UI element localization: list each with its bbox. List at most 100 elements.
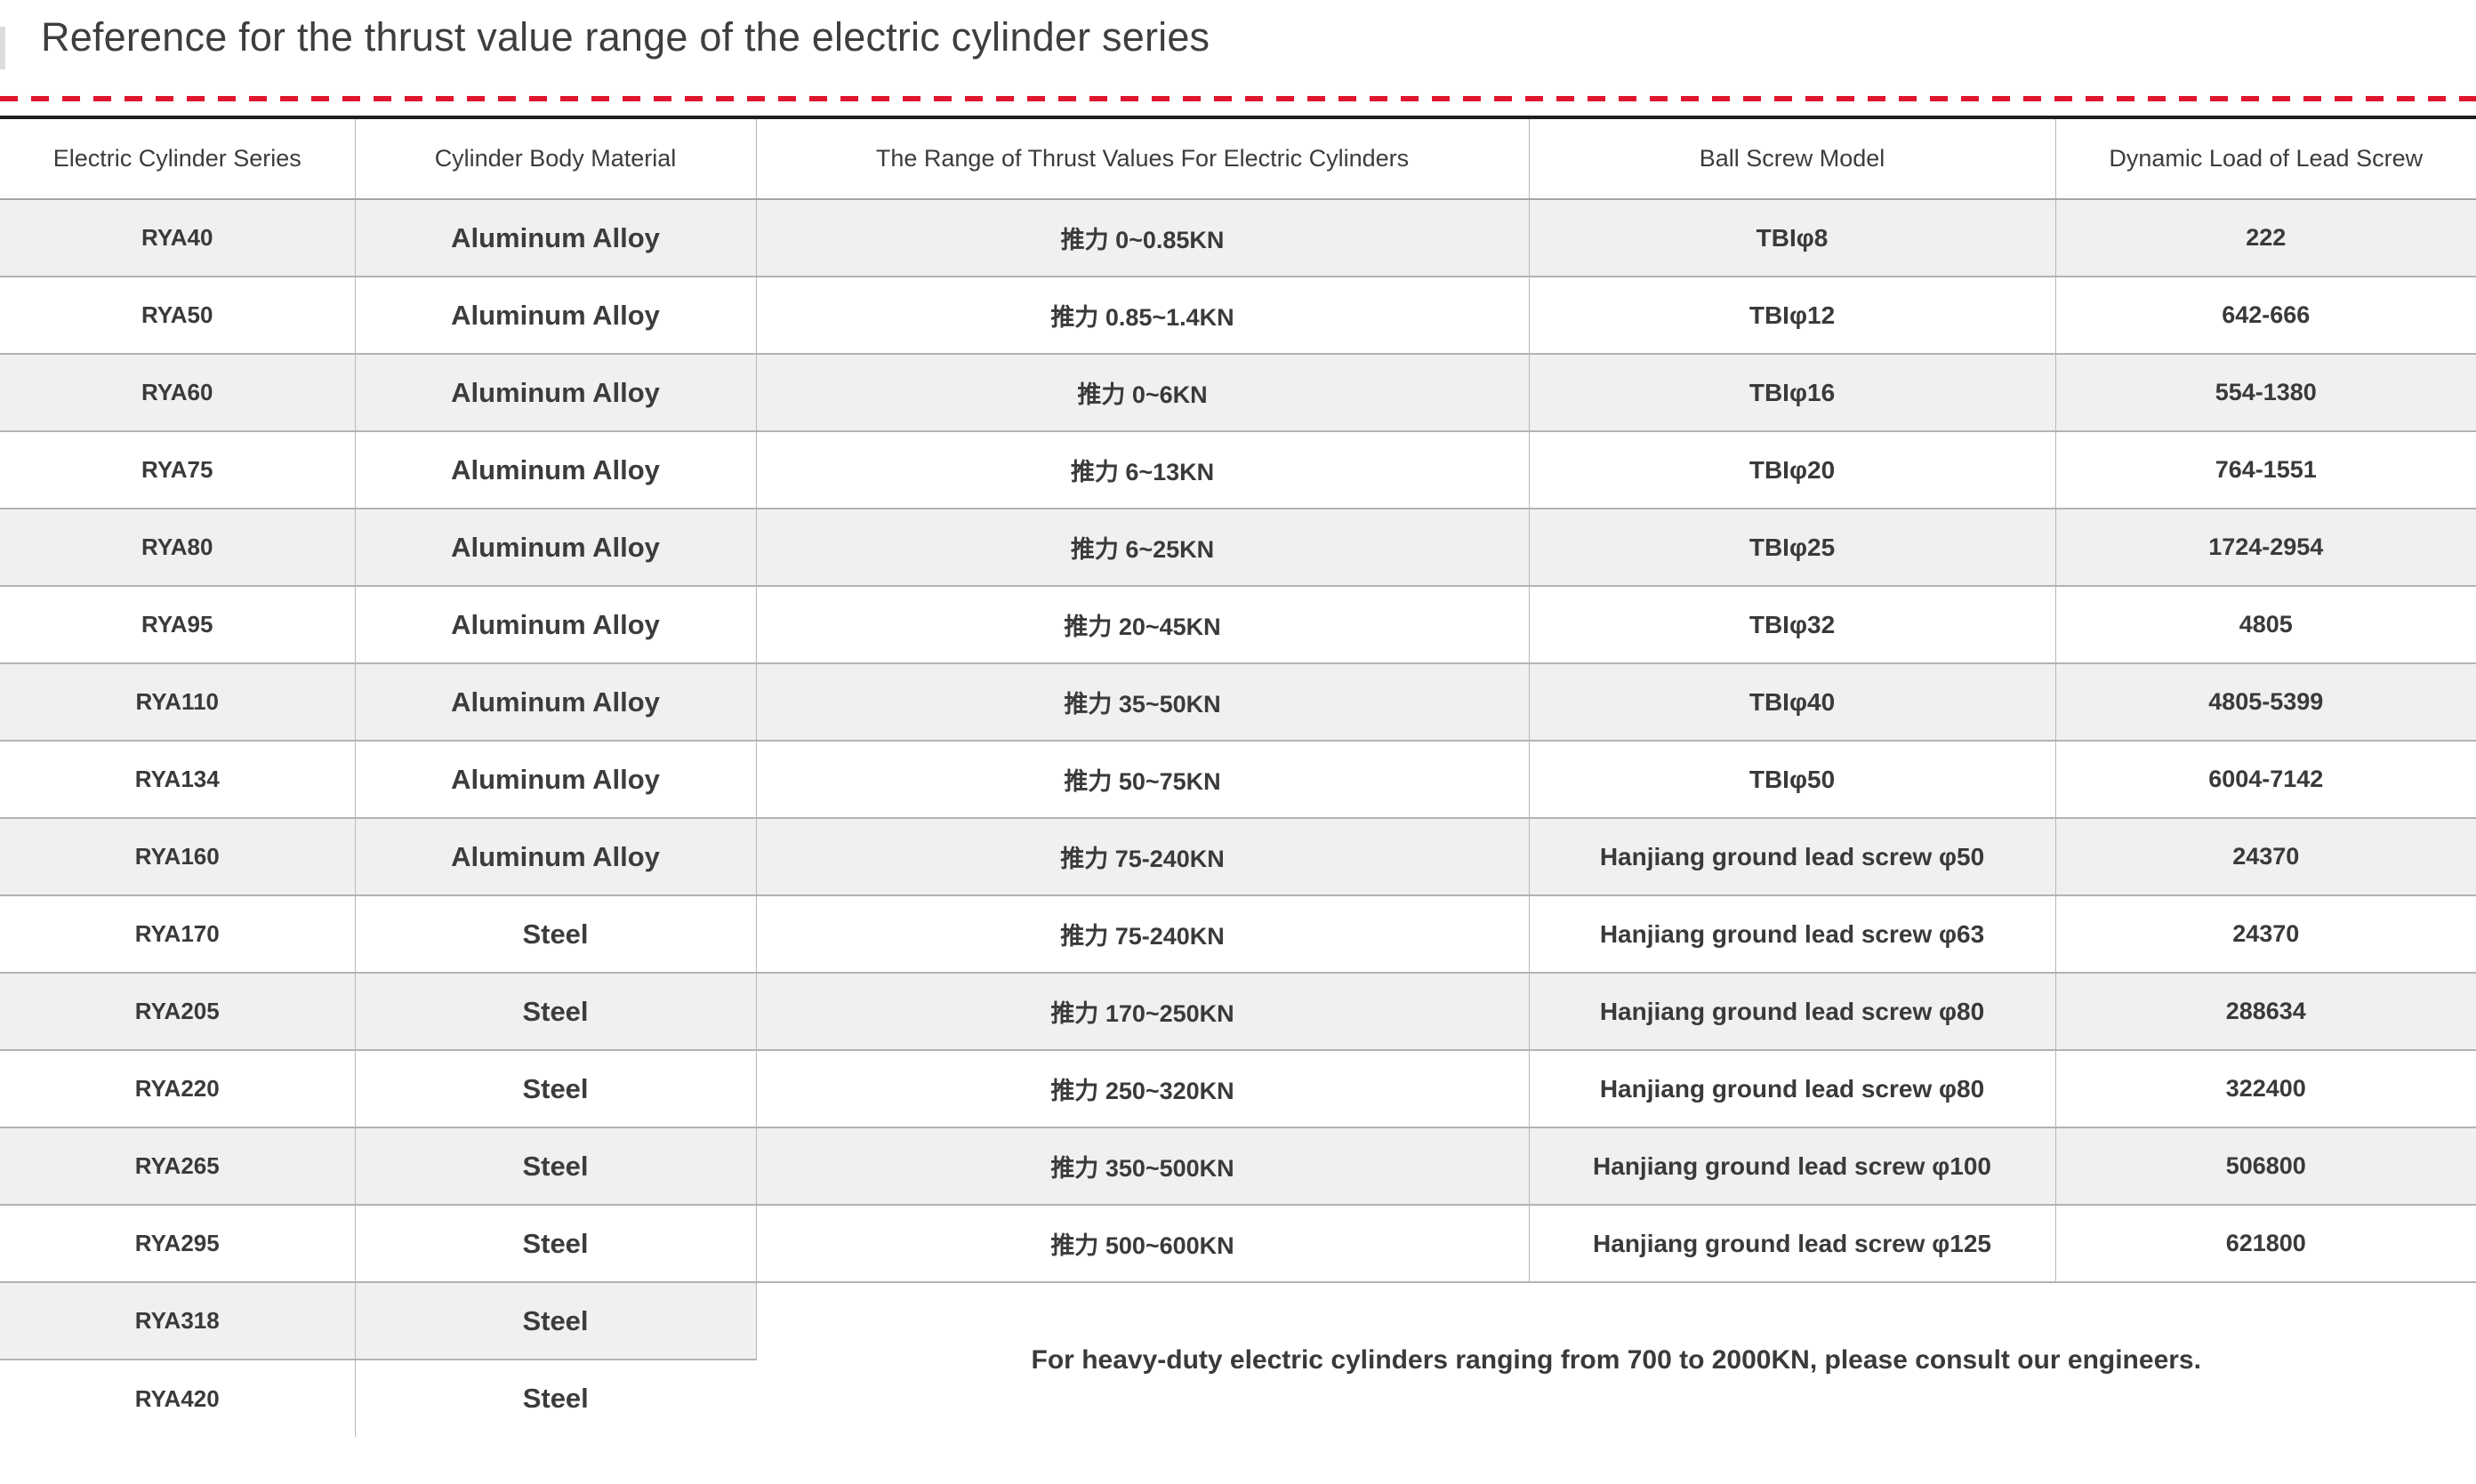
- thrust-cell: 推力 35~50KN: [756, 663, 1530, 742]
- table-row: RYA95 Aluminum Alloy 推力 20~45KN TBIφ32 4…: [0, 586, 2476, 664]
- thrust-cell: 推力 75-240KN: [756, 818, 1530, 896]
- ball-screw-cell: Hanjiang ground lead screw φ100: [1529, 1127, 2056, 1206]
- table-row: RYA60 Aluminum Alloy 推力 0~6KN TBIφ16 554…: [0, 354, 2476, 432]
- material-cell: Aluminum Alloy: [355, 509, 757, 587]
- thrust-cell: 推力 250~320KN: [756, 1050, 1530, 1128]
- ball-screw-cell: Hanjiang ground lead screw φ50: [1529, 818, 2056, 896]
- thrust-cell: 推力 170~250KN: [756, 973, 1530, 1051]
- table-row: RYA295 Steel 推力 500~600KN Hanjiang groun…: [0, 1205, 2476, 1283]
- ball-screw-cell: TBIφ20: [1529, 431, 2056, 509]
- thrust-cell: 推力 0.85~1.4KN: [756, 277, 1530, 355]
- load-cell: 222: [2055, 199, 2476, 277]
- ball-screw-cell: TBIφ12: [1529, 277, 2056, 355]
- series-cell: RYA110: [0, 663, 356, 742]
- material-cell: Steel: [355, 973, 757, 1051]
- column-header-material: Cylinder Body Material: [355, 117, 757, 200]
- series-cell: RYA160: [0, 818, 356, 896]
- series-cell: RYA95: [0, 586, 356, 664]
- material-cell: Aluminum Alloy: [355, 431, 757, 509]
- table-row: RYA318 Steel For heavy-duty electric cyl…: [0, 1282, 2476, 1437]
- series-cell: RYA75: [0, 431, 356, 509]
- material-cell: Aluminum Alloy: [355, 741, 757, 819]
- series-cell: RYA220: [0, 1050, 356, 1128]
- red-dashed-divider: [0, 96, 2476, 101]
- ball-screw-cell: Hanjiang ground lead screw φ80: [1529, 1050, 2056, 1128]
- ball-screw-cell: TBIφ50: [1529, 741, 2056, 819]
- ball-screw-cell: TBIφ25: [1529, 509, 2056, 587]
- material-cell: Steel: [355, 1360, 756, 1437]
- table-row: RYA170 Steel 推力 75-240KN Hanjiang ground…: [0, 895, 2476, 974]
- load-cell: 6004-7142: [2055, 741, 2476, 819]
- thrust-reference-table: Electric Cylinder Series Cylinder Body M…: [0, 116, 2476, 1437]
- ball-screw-cell: TBIφ8: [1529, 199, 2056, 277]
- material-cell: Steel: [355, 895, 757, 974]
- thrust-cell: 推力 0~0.85KN: [756, 199, 1530, 277]
- load-cell: 4805-5399: [2055, 663, 2476, 742]
- material-cell: Steel: [355, 1282, 757, 1360]
- thrust-cell: 推力 0~6KN: [756, 354, 1530, 432]
- table-row: RYA134 Aluminum Alloy 推力 50~75KN TBIφ50 …: [0, 741, 2476, 819]
- ball-screw-cell: TBIφ32: [1529, 586, 2056, 664]
- load-cell: 322400: [2055, 1050, 2476, 1128]
- series-cell: RYA40: [0, 199, 356, 277]
- series-cell: RYA134: [0, 741, 356, 819]
- load-cell: 764-1551: [2055, 431, 2476, 509]
- load-cell: 1724-2954: [2055, 509, 2476, 587]
- material-cell: Aluminum Alloy: [355, 818, 757, 896]
- header-row: Electric Cylinder Series Cylinder Body M…: [0, 117, 2476, 200]
- table-row: RYA110 Aluminum Alloy 推力 35~50KN TBIφ40 …: [0, 663, 2476, 742]
- material-cell: Aluminum Alloy: [355, 277, 757, 355]
- series-cell: RYA205: [0, 973, 356, 1051]
- table-row: RYA75 Aluminum Alloy 推力 6~13KN TBIφ20 76…: [0, 431, 2476, 509]
- page-title: Reference for the thrust value range of …: [41, 14, 1210, 60]
- material-cell: Steel: [355, 1050, 757, 1128]
- series-cell: RYA420: [0, 1360, 356, 1437]
- series-cell: RYA295: [0, 1205, 356, 1283]
- table-row: RYA265 Steel 推力 350~500KN Hanjiang groun…: [0, 1127, 2476, 1206]
- table-row: RYA50 Aluminum Alloy 推力 0.85~1.4KN TBIφ1…: [0, 277, 2476, 355]
- load-cell: 24370: [2055, 895, 2476, 974]
- series-cell: RYA318: [0, 1282, 356, 1360]
- column-header-dynamic-load: Dynamic Load of Lead Screw: [2055, 117, 2476, 200]
- heavy-duty-note: For heavy-duty electric cylinders rangin…: [756, 1282, 2476, 1437]
- load-cell: 4805: [2055, 586, 2476, 664]
- table-row: RYA40 Aluminum Alloy 推力 0~0.85KN TBIφ8 2…: [0, 199, 2476, 277]
- ball-screw-cell: TBIφ40: [1529, 663, 2056, 742]
- material-cell: Aluminum Alloy: [355, 199, 757, 277]
- series-cell: RYA60: [0, 354, 356, 432]
- thrust-cell: 推力 350~500KN: [756, 1127, 1530, 1206]
- ball-screw-cell: Hanjiang ground lead screw φ125: [1529, 1205, 2056, 1283]
- material-cell: Aluminum Alloy: [355, 354, 757, 432]
- load-cell: 288634: [2055, 973, 2476, 1051]
- thrust-cell: 推力 20~45KN: [756, 586, 1530, 664]
- load-cell: 24370: [2055, 818, 2476, 896]
- table-row: RYA205 Steel 推力 170~250KN Hanjiang groun…: [0, 973, 2476, 1051]
- material-cell: Steel: [355, 1205, 757, 1283]
- table-row: RYA420 Steel: [0, 1360, 2476, 1437]
- column-header-thrust-range: The Range of Thrust Values For Electric …: [756, 117, 1530, 200]
- thrust-cell: 推力 6~13KN: [756, 431, 1530, 509]
- thrust-cell: 推力 6~25KN: [756, 509, 1530, 587]
- series-cell: RYA170: [0, 895, 356, 974]
- table-row: RYA80 Aluminum Alloy 推力 6~25KN TBIφ25 17…: [0, 509, 2476, 587]
- load-cell: 506800: [2055, 1127, 2476, 1206]
- column-header-series: Electric Cylinder Series: [0, 117, 356, 200]
- material-cell: Aluminum Alloy: [355, 663, 757, 742]
- ball-screw-cell: Hanjiang ground lead screw φ63: [1529, 895, 2056, 974]
- ball-screw-cell: TBIφ16: [1529, 354, 2056, 432]
- material-cell: Steel: [355, 1127, 757, 1206]
- table-row: RYA160 Aluminum Alloy 推力 75-240KN Hanjia…: [0, 818, 2476, 896]
- material-cell: Aluminum Alloy: [355, 586, 757, 664]
- load-cell: 621800: [2055, 1205, 2476, 1283]
- cropped-bullet-mark: [0, 27, 5, 69]
- series-cell: RYA50: [0, 277, 356, 355]
- thrust-cell: 推力 50~75KN: [756, 741, 1530, 819]
- load-cell: 642-666: [2055, 277, 2476, 355]
- load-cell: 554-1380: [2055, 354, 2476, 432]
- series-cell: RYA265: [0, 1127, 356, 1206]
- table-row: RYA220 Steel 推力 250~320KN Hanjiang groun…: [0, 1050, 2476, 1128]
- thrust-cell: 推力 500~600KN: [756, 1205, 1530, 1283]
- title-section: Reference for the thrust value range of …: [0, 0, 2476, 92]
- series-cell: RYA80: [0, 509, 356, 587]
- ball-screw-cell: Hanjiang ground lead screw φ80: [1529, 973, 2056, 1051]
